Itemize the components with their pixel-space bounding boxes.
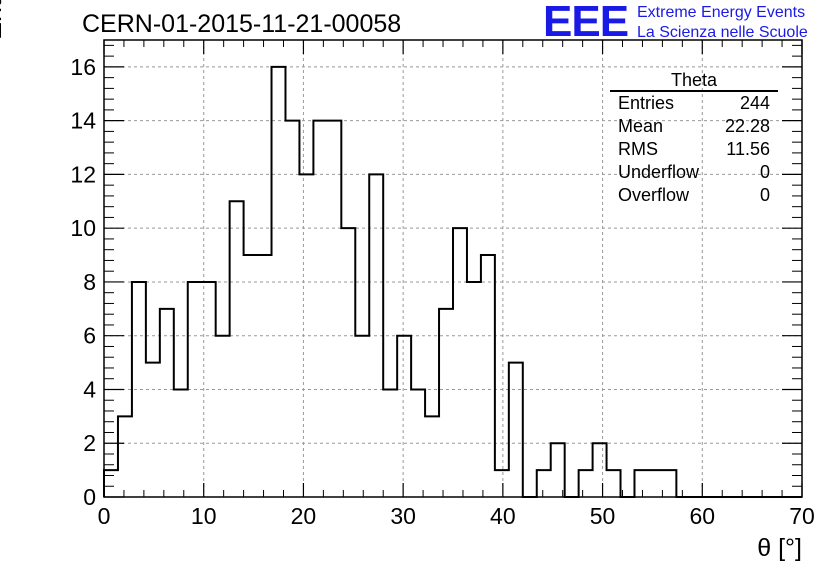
x-tick-label: 70 xyxy=(789,503,815,529)
axis-ticks xyxy=(103,40,803,498)
y-tick-label: 12 xyxy=(70,161,96,187)
stats-label: Underflow xyxy=(618,162,700,182)
stats-title: Theta xyxy=(610,70,778,92)
histogram-line xyxy=(103,65,802,498)
x-tick-label: 10 xyxy=(191,503,217,529)
plot-frame xyxy=(103,39,803,498)
x-tick-label: 30 xyxy=(390,503,416,529)
stats-row-overflow: Overflow 0 xyxy=(610,184,778,207)
stats-value: 0 xyxy=(759,162,770,182)
stats-value: 0 xyxy=(759,185,770,205)
y-tick-label: 8 xyxy=(83,269,96,295)
stats-row-mean: Mean 22.28 xyxy=(610,115,778,138)
y-tick-label: 4 xyxy=(83,376,96,402)
y-tick-label: 2 xyxy=(83,430,96,456)
y-tick-label: 10 xyxy=(70,215,96,241)
eee-logo: EEE xyxy=(543,0,629,46)
logo-text: Extreme Energy Events La Scienza nelle S… xyxy=(637,3,808,43)
tick-labels: 0 10 20 30 40 50 60 70 0 2 4 6 8 10 12 14 16 xyxy=(70,54,814,529)
y-tick-label: 16 xyxy=(70,54,96,80)
stats-value: 11.56 xyxy=(726,139,770,159)
x-axis-label: θ [°] xyxy=(757,534,802,562)
stats-row-entries: Entries 244 xyxy=(610,92,778,115)
y-tick-label: 0 xyxy=(83,484,96,510)
stats-label: Entries xyxy=(618,93,675,113)
logo-line-2: La Scienza nelle Scuole xyxy=(637,24,808,41)
stats-label: Mean xyxy=(618,116,664,136)
x-tick-label: 0 xyxy=(98,503,111,529)
stats-box: Theta Entries 244 Mean 22.28 RMS 11.56 U… xyxy=(610,70,778,207)
stats-label: RMS xyxy=(618,139,658,159)
y-tick-label: 14 xyxy=(70,108,96,134)
y-axis-label: Entries/bin xyxy=(0,0,8,40)
y-tick-label: 6 xyxy=(83,323,96,349)
logo-line-1: Extreme Energy Events xyxy=(637,4,806,21)
x-tick-label: 60 xyxy=(689,503,715,529)
x-tick-label: 50 xyxy=(590,503,616,529)
x-tick-label: 40 xyxy=(490,503,516,529)
x-tick-label: 20 xyxy=(291,503,317,529)
stats-value: 244 xyxy=(739,93,770,113)
stats-row-underflow: Underflow 0 xyxy=(610,161,778,184)
stats-row-rms: RMS 11.56 xyxy=(610,138,778,161)
stats-label: Overflow xyxy=(618,185,690,205)
chart-title: CERN-01-2015-11-21-00058 xyxy=(82,10,402,38)
stats-value: 22.28 xyxy=(724,116,770,136)
